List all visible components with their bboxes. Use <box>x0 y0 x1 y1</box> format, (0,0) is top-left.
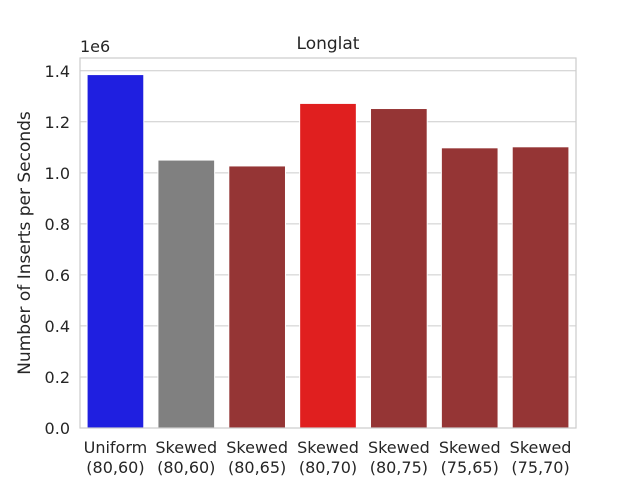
y-tick-labels: 0.0 0.2 0.4 0.6 0.8 1.0 1.2 1.4 <box>45 62 70 438</box>
y-tick-label: 1.2 <box>45 113 70 132</box>
y-axis-title: Number of Inserts per Seconds <box>15 111 35 375</box>
y-offset-label: 1e6 <box>80 37 110 56</box>
x-tick-label: Skewed (80,60) <box>155 438 217 477</box>
bar <box>370 108 428 429</box>
y-tick-label: 0.8 <box>45 215 70 234</box>
bar <box>511 146 570 429</box>
x-tick-label: Skewed (75,65) <box>439 438 501 477</box>
chart-title: Longlat <box>297 34 360 54</box>
x-tick-label: Skewed (80,75) <box>368 438 430 477</box>
x-tick-label: Skewed (80,70) <box>297 438 359 477</box>
y-tick-label: 0.4 <box>45 317 70 336</box>
bars <box>86 74 570 429</box>
x-tick-label: Uniform (80,60) <box>84 438 148 477</box>
bar <box>228 165 286 429</box>
y-tick-label: 0.0 <box>45 419 70 438</box>
bar <box>157 159 216 429</box>
y-tick-label: 0.6 <box>45 266 70 285</box>
y-tick-label: 0.2 <box>45 368 70 387</box>
x-tick-label: Skewed (80,65) <box>226 438 288 477</box>
bar <box>299 102 357 429</box>
x-tick-labels: Uniform (80,60)Skewed (80,60)Skewed (80,65)… <box>84 438 572 477</box>
y-tick-label: 1.4 <box>45 62 70 81</box>
x-tick-label: Skewed (75,70) <box>510 438 572 477</box>
bar <box>440 147 499 429</box>
y-tick-label: 1.0 <box>45 164 70 183</box>
plot-frame <box>79 57 577 429</box>
bar <box>86 74 145 429</box>
